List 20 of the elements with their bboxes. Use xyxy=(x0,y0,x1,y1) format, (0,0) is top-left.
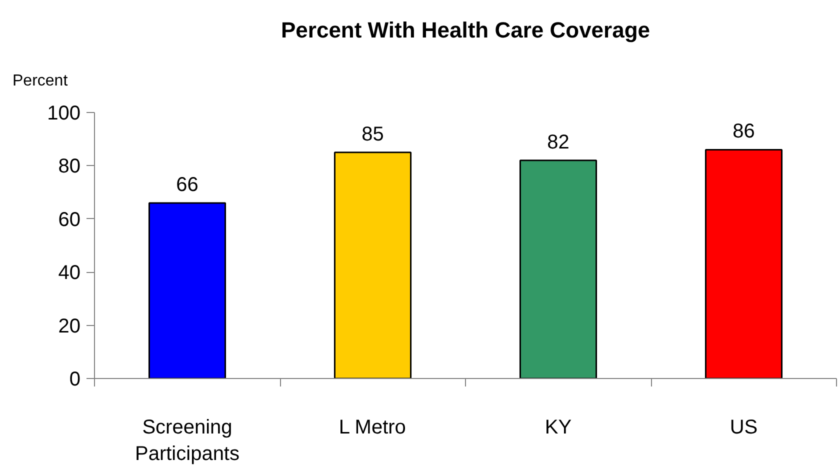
y-tick-label: 80 xyxy=(58,156,81,178)
y-tick-label: 20 xyxy=(58,315,81,338)
y-axis-title: Percent xyxy=(12,72,68,90)
x-tick-label: L Metro xyxy=(338,416,406,438)
data-label: 86 xyxy=(732,120,755,143)
data-label: 85 xyxy=(362,123,384,146)
bar xyxy=(334,152,412,378)
x-tick-label: US xyxy=(730,416,758,438)
y-tick-label: 100 xyxy=(47,102,81,124)
y-tick-label: 40 xyxy=(58,262,81,284)
y-tick-label: 60 xyxy=(58,208,81,231)
chart-title: Percent With Health Care Coverage xyxy=(280,18,650,42)
bar xyxy=(519,160,598,378)
bar xyxy=(704,148,783,378)
x-tick-label: Screening Participants xyxy=(135,416,240,465)
data-label: 82 xyxy=(547,131,570,154)
x-tick-label: KY xyxy=(544,416,572,438)
data-label: 66 xyxy=(176,174,198,196)
bar xyxy=(148,202,226,378)
y-tick-label: 0 xyxy=(69,368,80,390)
